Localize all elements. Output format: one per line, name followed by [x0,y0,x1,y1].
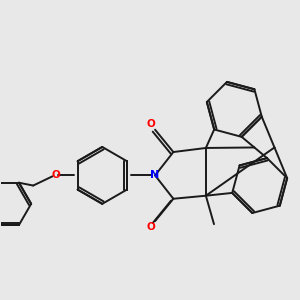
Text: O: O [147,118,155,129]
Text: O: O [51,170,60,180]
Text: N: N [151,170,160,180]
Text: O: O [147,222,155,232]
